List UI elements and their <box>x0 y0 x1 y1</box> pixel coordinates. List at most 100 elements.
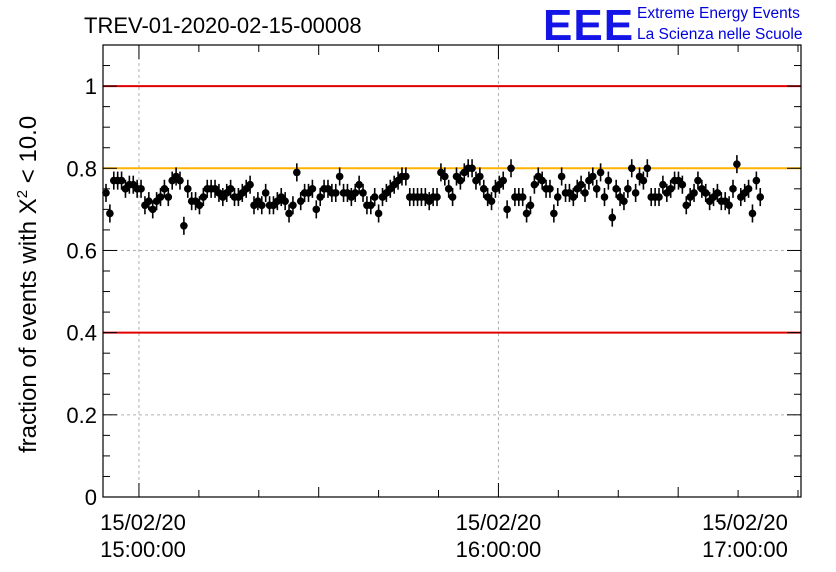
data-point <box>479 185 488 193</box>
data-point <box>577 180 585 189</box>
data-point <box>752 176 761 185</box>
data-point <box>643 164 652 173</box>
data-point <box>604 176 613 185</box>
data-point <box>487 197 496 205</box>
data-point <box>713 189 722 197</box>
data-point <box>557 172 566 181</box>
data-point <box>655 193 663 201</box>
data-point <box>199 193 208 201</box>
logo-line1: Extreme Energy Events <box>637 5 800 22</box>
data-point <box>666 185 675 193</box>
data-point <box>316 193 324 201</box>
data-point <box>639 176 648 185</box>
data-point <box>538 176 546 185</box>
data-point <box>612 185 620 193</box>
data-point <box>448 193 457 201</box>
data-point <box>246 180 254 189</box>
data-point <box>433 193 441 201</box>
logo-line2: La Scienza nelle Scuole <box>637 26 802 43</box>
data-point <box>160 185 169 193</box>
data-point <box>293 168 301 177</box>
data-point <box>569 193 578 201</box>
data-point <box>596 168 605 177</box>
data-point <box>526 201 535 210</box>
y-tick-label: 0 <box>85 485 97 510</box>
data-point <box>725 201 733 210</box>
data-point <box>183 185 192 193</box>
data-point <box>530 180 539 189</box>
data-point <box>257 201 266 210</box>
data-point <box>370 193 379 201</box>
y-axis-label: fraction of events with X2 < 10.0 <box>14 116 42 453</box>
data-point <box>733 160 741 168</box>
x-tick-label-time: 16:00:00 <box>456 537 542 562</box>
data-point <box>296 197 305 205</box>
y-tick-label: 0.8 <box>66 156 97 181</box>
data-point <box>374 209 383 218</box>
data-point <box>550 209 558 218</box>
data-point <box>756 193 765 201</box>
data-point <box>335 172 344 181</box>
data-point <box>289 201 297 210</box>
data-point <box>367 201 375 210</box>
data-points <box>102 155 765 235</box>
data-point <box>281 197 289 205</box>
data-point <box>682 201 691 210</box>
data-point <box>694 176 702 185</box>
x-tick-label-date: 15/02/20 <box>456 510 542 535</box>
data-point <box>627 164 636 173</box>
data-point <box>312 205 321 214</box>
data-point <box>592 185 601 193</box>
y-tick-label: 0.6 <box>66 238 97 263</box>
x-tick-label-date: 15/02/20 <box>100 510 186 535</box>
data-point <box>503 205 511 214</box>
y-tick-labels: 0 0.2 0.4 0.6 0.8 1 <box>66 74 97 510</box>
data-point <box>106 209 114 218</box>
data-point <box>164 193 173 201</box>
data-point <box>701 189 710 197</box>
data-point <box>600 193 609 201</box>
data-point <box>195 201 204 210</box>
chart-title: TREV-01-2020-02-15-00008 <box>84 13 362 38</box>
data-point <box>441 172 449 181</box>
data-point <box>581 189 589 197</box>
data-point <box>518 193 527 201</box>
data-point <box>499 176 508 185</box>
x-tick-label-time: 17:00:00 <box>702 537 788 562</box>
data-point <box>117 176 126 185</box>
data-point <box>476 172 484 181</box>
data-point <box>678 180 687 189</box>
data-point <box>456 176 465 185</box>
data-point <box>553 193 562 201</box>
reference-lines <box>103 85 801 334</box>
data-point <box>285 209 293 218</box>
data-point <box>546 185 554 193</box>
data-point <box>308 185 317 193</box>
data-point <box>624 185 632 193</box>
data-point <box>102 189 110 197</box>
data-point <box>620 197 628 205</box>
data-point <box>156 193 165 201</box>
data-point <box>148 205 157 214</box>
data-point <box>729 185 737 193</box>
axis-ticks <box>103 44 801 498</box>
logo-mark: EEE <box>543 1 634 50</box>
data-point <box>359 189 367 197</box>
data-point <box>690 189 698 197</box>
x-tick-label-time: 15:00:00 <box>100 537 186 562</box>
data-point <box>180 222 188 230</box>
x-tick-label-date: 15/02/20 <box>702 510 788 535</box>
data-point <box>659 180 667 189</box>
data-point <box>402 172 410 181</box>
data-point <box>608 213 617 222</box>
data-point <box>145 197 153 205</box>
y-tick-label: 1 <box>85 74 97 99</box>
data-point <box>507 164 515 173</box>
data-point <box>444 185 453 193</box>
data-point <box>226 185 235 193</box>
data-point <box>261 189 270 197</box>
x-tick-labels: 15/02/2015:00:0015/02/2016:00:0015/02/20… <box>100 510 788 562</box>
data-point <box>631 189 640 197</box>
data-point <box>522 209 531 218</box>
